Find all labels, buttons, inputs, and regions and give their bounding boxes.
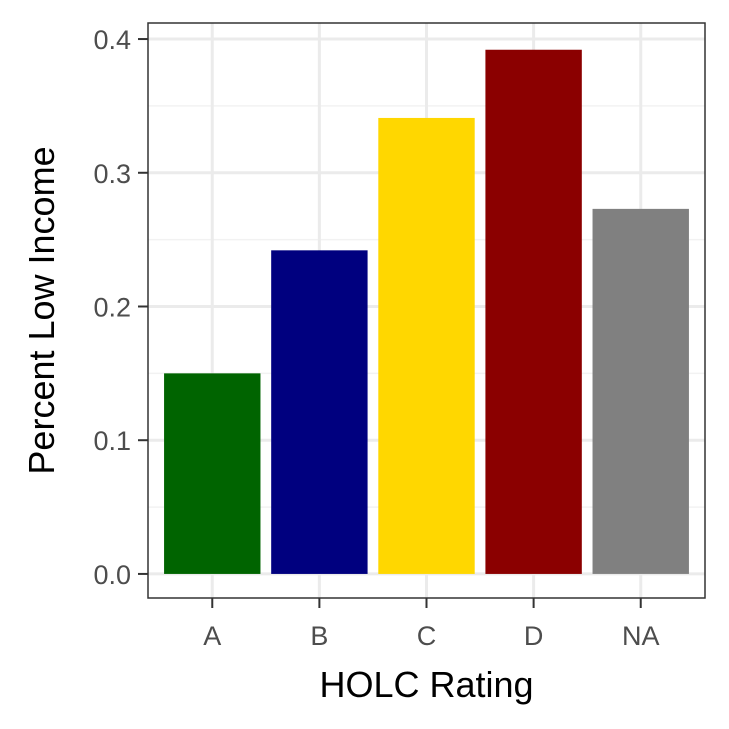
x-tick-label: B: [310, 621, 328, 651]
x-tick-label: NA: [622, 621, 660, 651]
y-axis-title: Percent Low Income: [21, 146, 62, 474]
y-tick-label: 0.4: [93, 25, 131, 55]
x-tick-label: C: [417, 621, 437, 651]
bar-d: [485, 49, 582, 574]
x-axis: A B C D NA: [203, 598, 659, 651]
x-tick-label: A: [203, 621, 221, 651]
bar-a: [164, 373, 261, 574]
bar-c: [378, 117, 475, 574]
x-axis-title: HOLC Rating: [319, 664, 533, 705]
y-tick-label: 0.1: [93, 426, 131, 456]
bar-b: [271, 250, 368, 574]
y-tick-label: 0.3: [93, 159, 131, 189]
y-tick-label: 0.2: [93, 292, 131, 322]
y-tick-label: 0.0: [93, 560, 131, 590]
bar-na: [592, 208, 689, 574]
x-tick-label: D: [524, 621, 544, 651]
y-axis: 0.0 0.1 0.2 0.3 0.4: [93, 25, 148, 590]
bars: [164, 49, 689, 574]
